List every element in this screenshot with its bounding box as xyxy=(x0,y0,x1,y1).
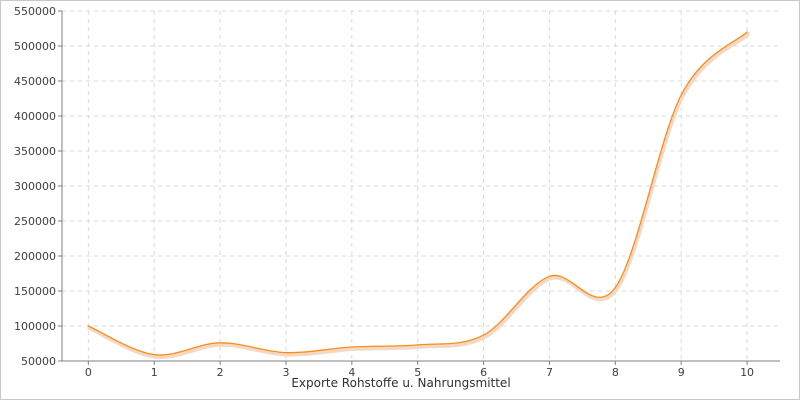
y-tick-label: 150000 xyxy=(14,285,56,298)
x-tick-label: 7 xyxy=(546,366,553,379)
series-line xyxy=(87,31,748,356)
x-tick-label: 4 xyxy=(348,366,355,379)
x-axis-title: Exporte Rohstoffe u. Nahrungsmittel xyxy=(291,376,510,390)
x-tick-label: 1 xyxy=(151,366,158,379)
x-tick-label: 3 xyxy=(282,366,289,379)
x-tick-label: 2 xyxy=(217,366,224,379)
y-tick-label: 250000 xyxy=(14,215,56,228)
y-tick-label: 400000 xyxy=(14,110,56,123)
y-tick-label: 200000 xyxy=(14,250,56,263)
series-layer xyxy=(87,31,751,360)
y-tick-label: 500000 xyxy=(14,40,56,53)
grid xyxy=(62,10,780,361)
tick-labels: 5000010000015000020000025000030000035000… xyxy=(14,5,754,379)
y-tick-label: 450000 xyxy=(14,75,56,88)
y-tick-label: 550000 xyxy=(14,5,56,18)
y-tick-label: 50000 xyxy=(21,355,56,368)
y-tick-label: 100000 xyxy=(14,320,56,333)
x-tick-label: 0 xyxy=(85,366,92,379)
x-tick-label: 9 xyxy=(678,366,685,379)
y-tick-label: 350000 xyxy=(14,145,56,158)
x-tick-label: 6 xyxy=(480,366,487,379)
series-line-shadow xyxy=(87,32,751,360)
x-tick-label: 5 xyxy=(414,366,421,379)
x-tick-label: 8 xyxy=(612,366,619,379)
x-tick-label: 10 xyxy=(740,366,754,379)
y-tick-label: 300000 xyxy=(14,180,56,193)
axes xyxy=(58,10,780,365)
